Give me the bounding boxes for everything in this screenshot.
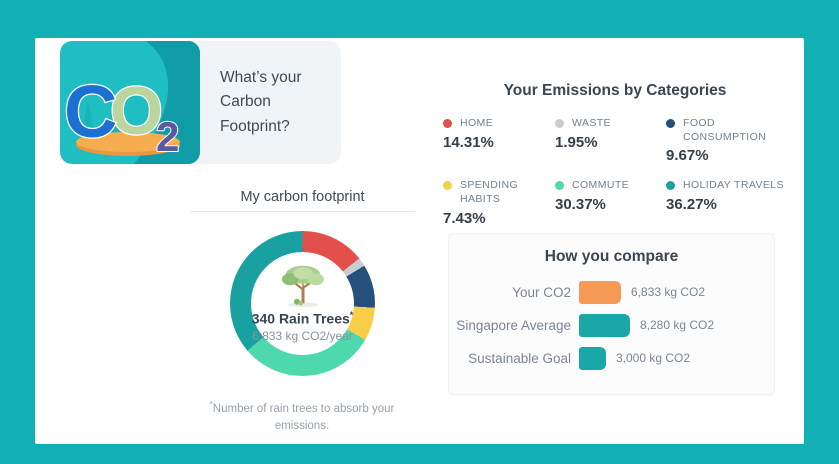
footprint-donut: 340 Rain Trees* 6,833 kg CO2/year bbox=[230, 231, 375, 376]
banner-title: What’s your Carbon Footprint? bbox=[220, 69, 302, 135]
compare-row: Sustainable Goal 3,000 kg CO2 bbox=[449, 346, 774, 370]
svg-text:2: 2 bbox=[156, 113, 179, 160]
svg-text:C: C bbox=[64, 70, 117, 153]
legend-label: HOME bbox=[460, 117, 494, 129]
legend-dot-icon bbox=[666, 119, 675, 128]
footprint-title: My carbon footprint bbox=[240, 189, 365, 205]
legend-dot-icon bbox=[443, 119, 452, 128]
compare-rows: Your CO2 6,833 kg CO2 Singapore Average 8,2… bbox=[449, 280, 774, 370]
legend-value: 9.67% bbox=[666, 147, 709, 165]
legend-label: COMMUTE bbox=[572, 179, 630, 192]
legend-dot-icon bbox=[666, 181, 675, 191]
legend-label: HOLIDAY TRAVELS bbox=[683, 179, 784, 192]
compare-title: How you compare bbox=[544, 248, 679, 265]
compare-value: 6,833 kg CO2 bbox=[631, 285, 706, 299]
footnote: *Number of rain trees to absorb your emi… bbox=[209, 400, 395, 433]
banner: O C 2 What’s your Carbon Footprint? bbox=[60, 41, 341, 164]
legend-dot-icon bbox=[443, 181, 452, 191]
legend-item: WASTE 1.95% bbox=[555, 117, 666, 164]
emissions-legend: HOME 14.31% WASTE 1.95% FOOD CONSUMPTION 9.67… bbox=[443, 117, 795, 227]
compare-row: Your CO2 6,833 kg CO2 bbox=[449, 280, 774, 304]
legend-item: HOME 14.31% bbox=[443, 117, 555, 164]
legend-label: WASTE bbox=[572, 117, 611, 129]
legend-value: 36.27% bbox=[666, 195, 717, 213]
donut-center-sublabel: 6,833 kg CO2/year bbox=[252, 328, 353, 343]
rain-tree-icon bbox=[281, 265, 324, 308]
legend-value: 1.95% bbox=[555, 133, 598, 151]
legend-item: HOLIDAY TRAVELS 36.27% bbox=[666, 179, 795, 226]
legend-label: SPENDING HABITS bbox=[460, 179, 519, 205]
compare-row: Singapore Average 8,280 kg CO2 bbox=[449, 313, 774, 337]
legend-value: 7.43% bbox=[443, 209, 486, 227]
compare-label: Sustainable Goal bbox=[468, 350, 571, 366]
divider bbox=[190, 211, 415, 212]
legend-item: COMMUTE 30.37% bbox=[555, 179, 666, 226]
donut-center: 340 Rain Trees* 6,833 kg CO2/year bbox=[251, 252, 354, 355]
svg-text:O: O bbox=[110, 73, 163, 149]
legend-dot-icon bbox=[555, 181, 564, 191]
donut-center-label: 340 Rain Trees* bbox=[251, 310, 354, 327]
compare-bar bbox=[579, 313, 630, 337]
legend-value: 30.37% bbox=[555, 195, 606, 213]
legend-dot-icon bbox=[555, 119, 564, 128]
compare-value: 3,000 kg CO2 bbox=[616, 351, 691, 365]
dashboard-card: O C 2 What’s your Carbon Footprint? My c… bbox=[35, 38, 804, 444]
emissions-title: Your Emissions by Categories bbox=[503, 82, 727, 99]
co2-logo-icon: O C 2 bbox=[60, 41, 200, 164]
legend-item: FOOD CONSUMPTION 9.67% bbox=[666, 117, 795, 164]
legend-label: FOOD CONSUMPTION bbox=[683, 117, 767, 143]
compare-bar bbox=[579, 346, 606, 370]
legend-item: SPENDING HABITS 7.43% bbox=[443, 179, 555, 227]
compare-value: 8,280 kg CO2 bbox=[640, 318, 715, 332]
legend-value: 14.31% bbox=[443, 133, 494, 151]
compare-card: How you compare Your CO2 6,833 kg CO2 Sing… bbox=[448, 233, 775, 395]
compare-label: Singapore Average bbox=[456, 317, 571, 333]
compare-bar bbox=[579, 280, 621, 304]
compare-label: Your CO2 bbox=[512, 284, 571, 300]
